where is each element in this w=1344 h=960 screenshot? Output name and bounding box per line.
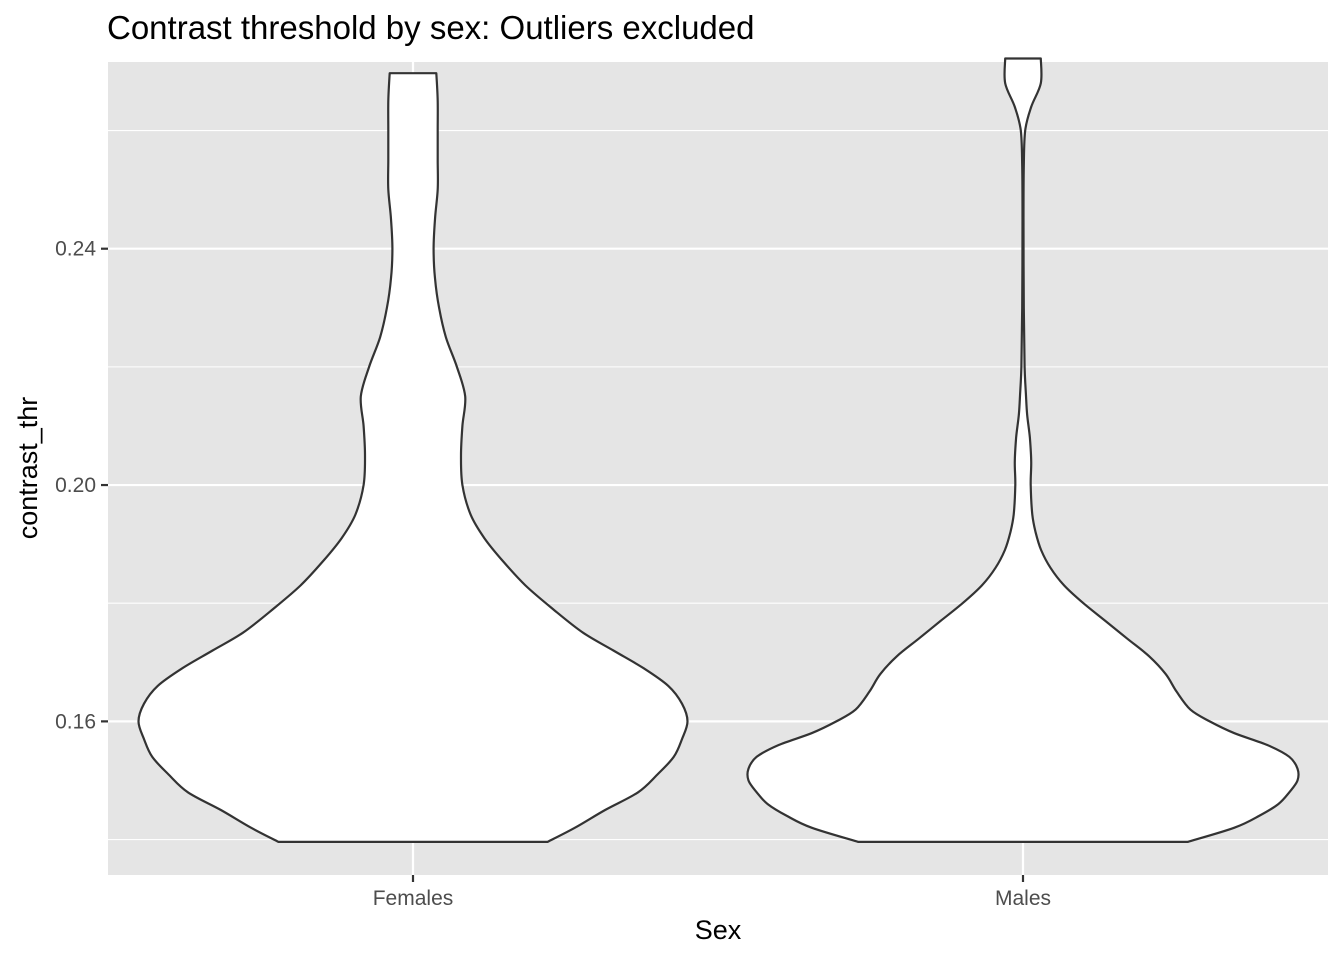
x-axis: Females Males xyxy=(373,875,1051,910)
x-axis-title: Sex xyxy=(695,915,742,945)
y-axis: 0.16 0.20 0.24 xyxy=(55,238,108,733)
y-tick-label: 0.16 xyxy=(55,710,96,733)
x-tick-label: Males xyxy=(995,887,1051,910)
y-axis-title: contrast_thr xyxy=(13,397,43,540)
y-tick-label: 0.20 xyxy=(55,474,96,497)
violins xyxy=(137,57,1300,843)
y-tick-label: 0.24 xyxy=(55,238,96,261)
chart-title: Contrast threshold by sex: Outliers excl… xyxy=(107,9,754,46)
violin-males xyxy=(746,57,1300,843)
violin-females xyxy=(137,72,689,843)
x-tick-label: Females xyxy=(373,887,454,910)
